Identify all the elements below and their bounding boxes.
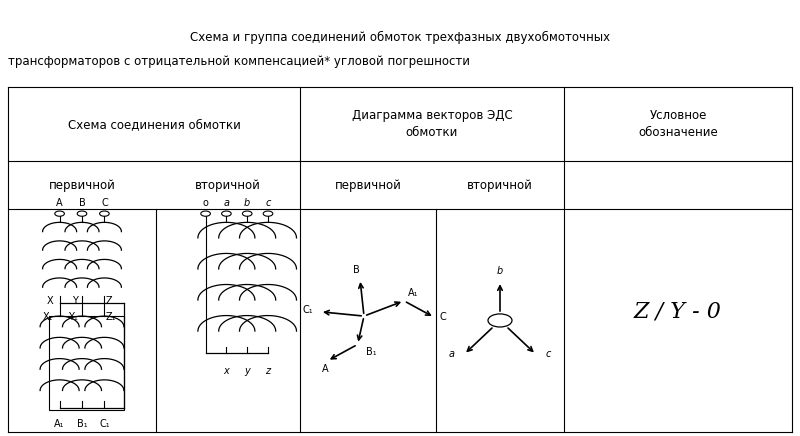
- Text: o: o: [202, 198, 209, 208]
- Text: B: B: [353, 265, 359, 275]
- Text: Y₁: Y₁: [68, 312, 78, 322]
- Text: a: a: [448, 348, 454, 358]
- Text: X₁: X₁: [42, 312, 53, 322]
- Text: вторичной: вторичной: [195, 179, 261, 192]
- Text: первичной: первичной: [49, 179, 115, 192]
- Text: Y: Y: [72, 296, 78, 306]
- Text: C: C: [439, 313, 446, 322]
- Text: A₁: A₁: [54, 419, 65, 429]
- Text: y: y: [244, 366, 250, 376]
- Text: a: a: [223, 198, 230, 208]
- Text: A: A: [56, 198, 63, 208]
- Text: Диаграмма векторов ЭДС
обмотки: Диаграмма векторов ЭДС обмотки: [352, 109, 512, 139]
- Text: z: z: [266, 366, 270, 376]
- Text: B₁: B₁: [77, 419, 87, 429]
- Text: Z / Y - 0: Z / Y - 0: [634, 301, 722, 323]
- Text: Схема соединения обмотки: Схема соединения обмотки: [67, 118, 241, 131]
- Text: первичной: первичной: [334, 179, 402, 192]
- Text: C₁: C₁: [99, 419, 110, 429]
- Text: A₁: A₁: [408, 288, 418, 298]
- Text: A: A: [322, 364, 329, 375]
- Text: B: B: [78, 198, 86, 208]
- Text: Условное
обозначение: Условное обозначение: [638, 109, 718, 139]
- Text: x: x: [223, 366, 230, 376]
- Text: Схема и группа соединений обмоток трехфазных двухобмоточных: Схема и группа соединений обмоток трехфа…: [190, 31, 610, 44]
- Text: b: b: [244, 198, 250, 208]
- Text: трансформаторов с отрицательной компенсацией* угловой погрешности: трансформаторов с отрицательной компенса…: [8, 55, 470, 68]
- Text: b: b: [497, 266, 503, 276]
- Text: C₁: C₁: [303, 305, 314, 314]
- Text: Z₁: Z₁: [106, 312, 117, 322]
- Bar: [50, 316, 125, 410]
- Text: c: c: [546, 348, 551, 358]
- Text: вторичной: вторичной: [467, 179, 533, 192]
- Text: X: X: [46, 296, 53, 306]
- Text: B₁: B₁: [366, 347, 376, 357]
- Text: C: C: [101, 198, 108, 208]
- Text: Z: Z: [106, 296, 113, 306]
- Text: c: c: [266, 198, 270, 208]
